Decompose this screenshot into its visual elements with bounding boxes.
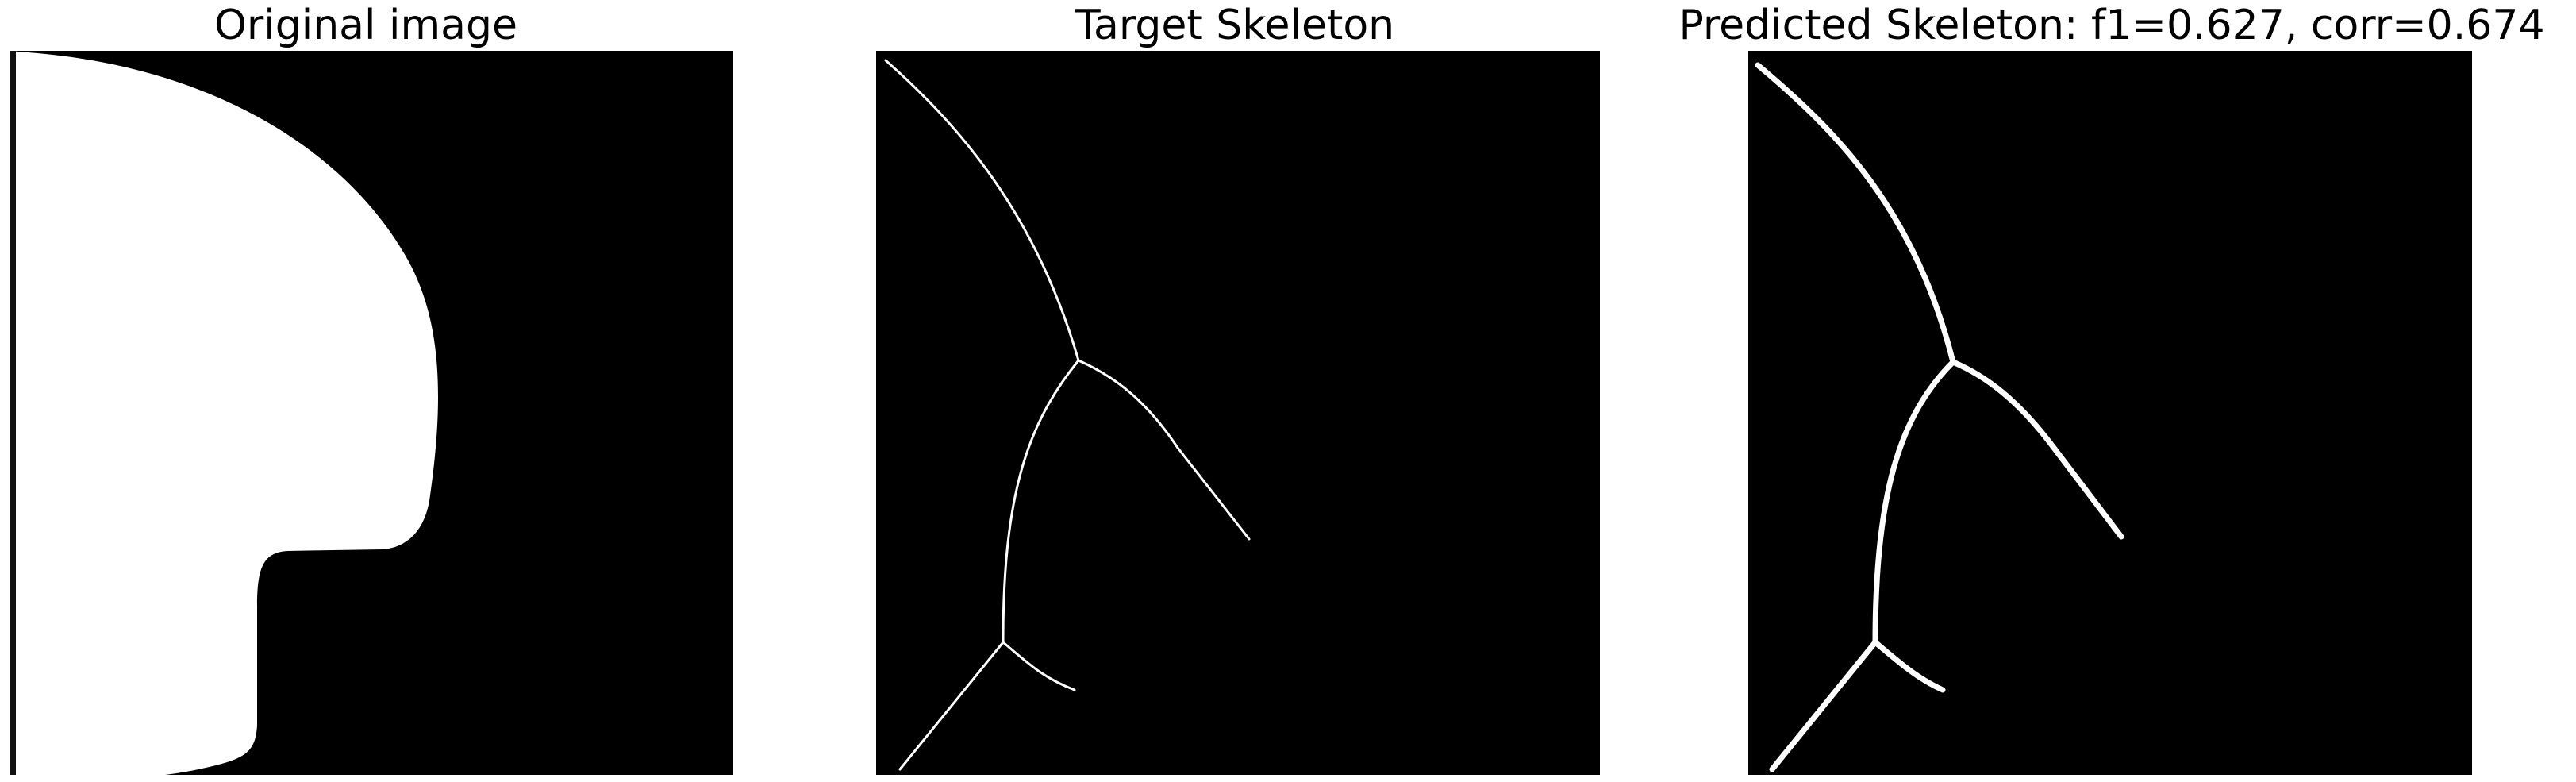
original-image-shape	[10, 51, 438, 775]
predicted-skeleton-title: Predicted Skeleton: f1=0.627, corr=0.674	[1678, 2, 2545, 49]
target-skeleton-lines	[884, 59, 1251, 771]
target-skeleton-panel	[876, 51, 1600, 775]
predicted-skeleton-lines	[1755, 62, 2124, 772]
original-image-title: Original image	[214, 2, 517, 49]
target-skeleton-title: Target Skeleton	[1075, 2, 1395, 49]
original-image-panel	[10, 51, 733, 775]
predicted-skeleton-panel	[1748, 51, 2472, 775]
